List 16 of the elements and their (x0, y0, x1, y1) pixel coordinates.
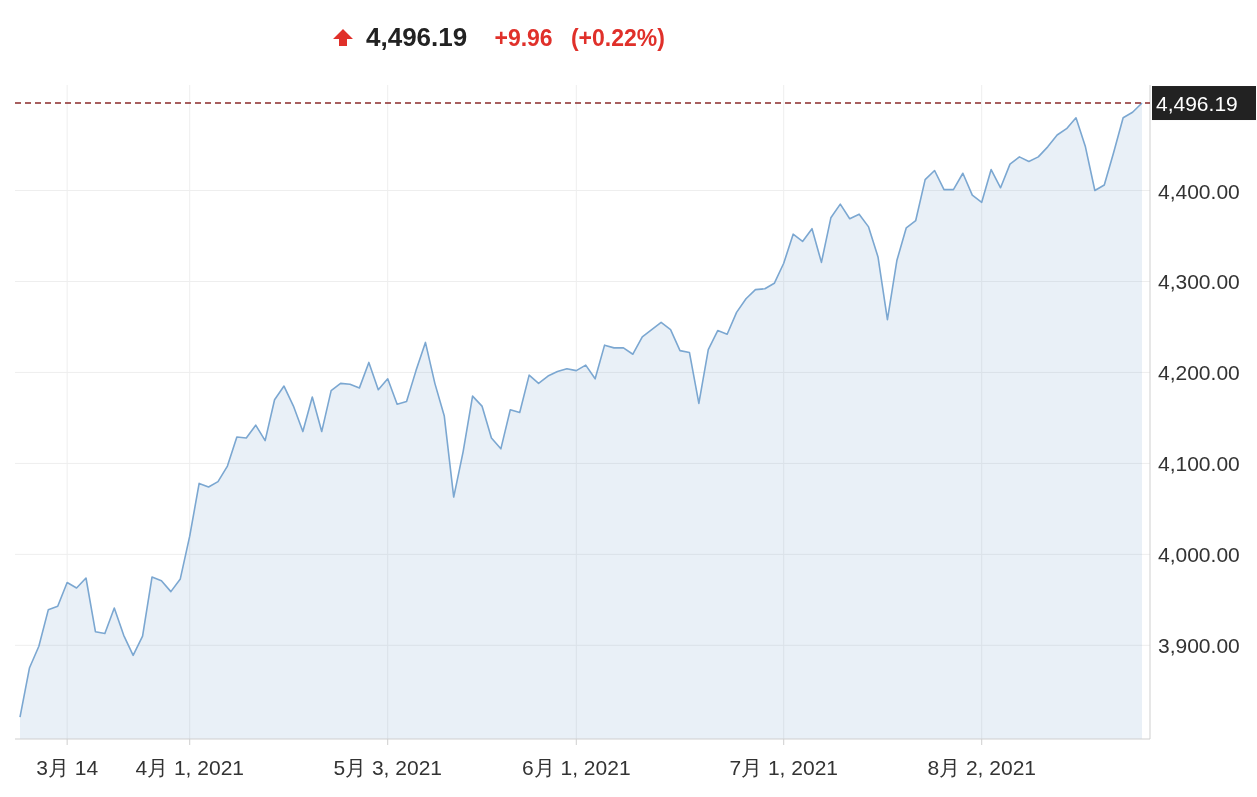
x-tick-label: 4月 1, 2021 (135, 756, 245, 779)
x-tick-label: 8月 2, 2021 (927, 756, 1037, 779)
x-tick-label: 7月 1, 2021 (729, 756, 839, 779)
y-tick-label: 4,400.00 (1158, 179, 1240, 203)
text: (+0.22%) (570, 25, 665, 51)
x-tick-label: 5月 3, 2021 (333, 756, 443, 779)
y-tick-label: 4,300.00 (1158, 270, 1240, 294)
x-tick-label: 6月 1, 2021 (521, 756, 631, 779)
y-tick-label: 4,000.00 (1158, 543, 1240, 567)
y-tick-label: 3,900.00 (1158, 634, 1240, 658)
x-tick-label: 3月 14 (36, 756, 99, 779)
y-tick-label: 4,100.00 (1158, 452, 1240, 476)
text: +9.96 (494, 25, 553, 51)
y-tick-label: 4,200.00 (1158, 361, 1240, 385)
ref-line-label: 4,496.19 (1156, 92, 1238, 116)
text: 4,496.19 (366, 22, 468, 52)
